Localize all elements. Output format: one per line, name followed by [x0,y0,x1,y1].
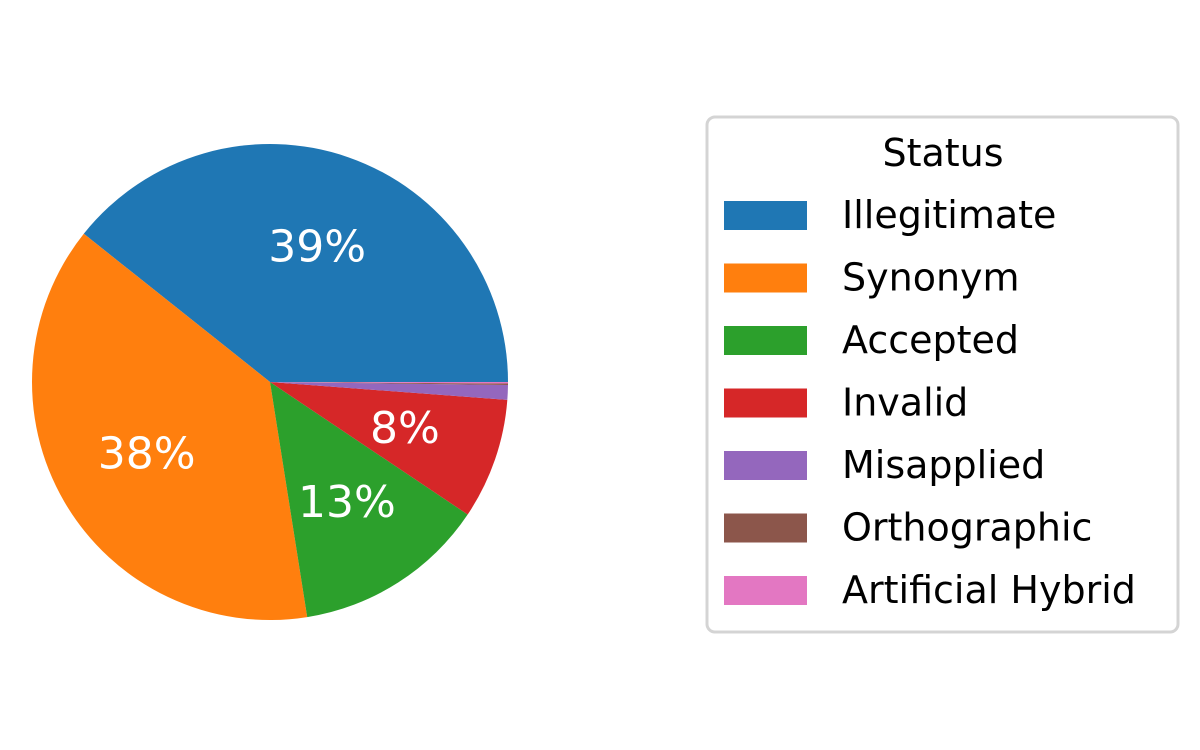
legend-swatch-synonym [724,263,807,293]
legend-label-orthographic: Orthographic [842,506,1092,550]
pie-slice-artificial-hybrid [270,382,508,384]
pie-slices [32,144,508,621]
pie-slice-synonym [32,233,308,621]
legend-label-artificial-hybrid: Artificial Hybrid [842,568,1136,612]
pie-label-synonym: 38% [98,428,196,479]
legend-title: Status [882,131,1003,175]
legend-swatch-artificial-hybrid [724,576,807,605]
legend-item-orthographic: Orthographic [724,506,1092,550]
pie-percent-labels: 39% 38% 13% 8% [98,222,440,528]
legend-swatch-accepted [724,326,807,355]
legend: Status Illegitimate Synonym Accepted Invali… [705,115,1180,634]
pie-slice-invalid [270,382,508,515]
legend-item-accepted: Accepted [724,318,1019,362]
legend-label-synonym: Synonym [842,256,1020,300]
pie-slice-accepted [270,382,468,618]
legend-swatch-misapplied [724,451,807,480]
legend-label-illegitimate: Illegitimate [842,193,1056,237]
legend-label-misapplied: Misapplied [842,443,1045,487]
legend-swatch-invalid [724,388,807,418]
pie-slice-orthographic [270,382,508,385]
pie-slice-misapplied [270,382,508,400]
legend-item-artificial-hybrid: Artificial Hybrid [724,568,1136,612]
pie-slice-illegitimate [83,144,508,382]
legend-box [705,115,1180,634]
legend-item-invalid: Invalid [724,381,968,425]
legend-label-accepted: Accepted [842,318,1019,362]
legend-swatch-illegitimate [724,201,807,230]
legend-item-synonym: Synonym [724,256,1020,300]
legend-swatch-orthographic [724,513,807,543]
legend-item-misapplied: Misapplied [724,443,1045,487]
pie-label-accepted: 13% [298,477,396,528]
legend-item-illegitimate: Illegitimate [724,193,1056,237]
pie-label-invalid: 8% [370,403,440,454]
legend-label-invalid: Invalid [842,381,968,425]
pie-label-illegitimate: 39% [268,222,366,273]
legend-items: Illegitimate Synonym Accepted Invalid Misapp… [724,193,1136,612]
